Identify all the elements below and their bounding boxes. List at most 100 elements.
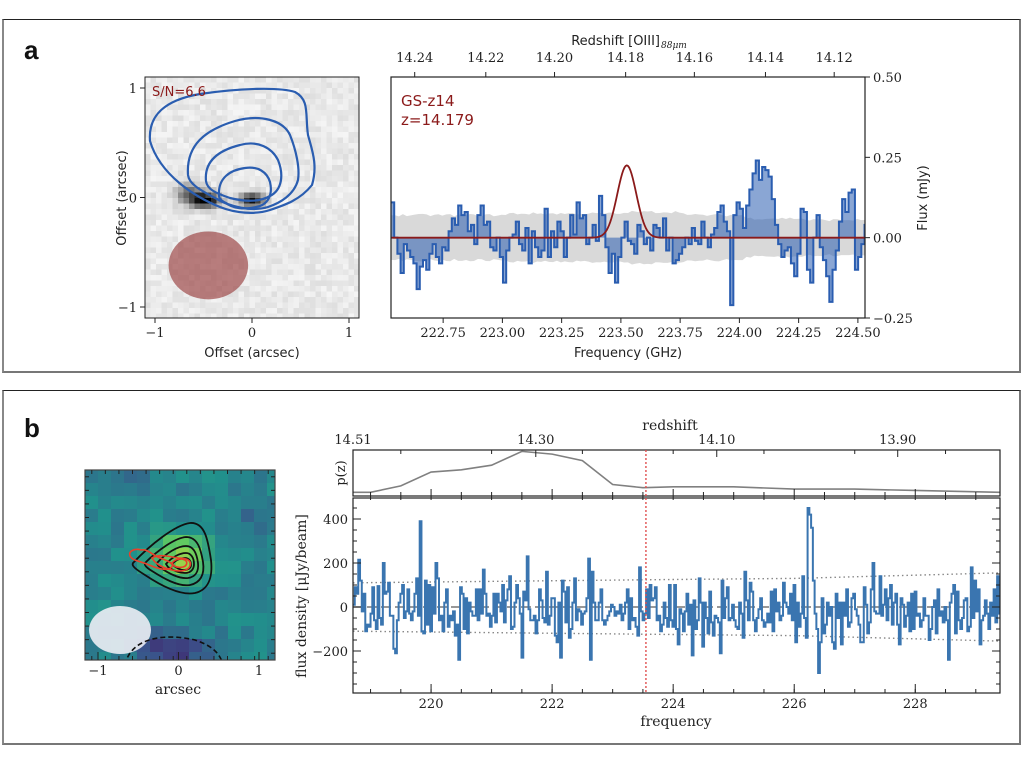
a-image-pixel: [337, 264, 344, 270]
a-image-pixel: [150, 110, 157, 116]
a-image-pixel: [321, 126, 327, 133]
a-image-pixel: [172, 242, 179, 248]
a-image-pixel: [271, 170, 278, 177]
a-image-pixel: [288, 93, 294, 100]
a-image-pixel: [227, 159, 234, 166]
b-image-pixel: [85, 522, 99, 536]
a-image-pixel: [288, 286, 294, 292]
a-image-pixel: [255, 231, 261, 237]
a-image-pixel: [167, 198, 173, 204]
b-image-pixel: [124, 496, 138, 510]
b-image-pixel: [150, 626, 164, 640]
a-image-pixel: [271, 209, 278, 215]
a-image-pixel: [337, 302, 344, 309]
a-image-pixel: [354, 231, 359, 237]
a-image-pixel: [282, 253, 289, 259]
a-image-pixel: [310, 137, 316, 144]
b-image-pixel: [241, 522, 255, 536]
a-image-pixel: [288, 258, 294, 265]
a-image-pixel: [150, 82, 157, 89]
a-image-pixel: [271, 302, 278, 309]
a-image-pixel: [277, 236, 283, 243]
b-image-pixel: [228, 600, 242, 614]
a-image-pixel: [271, 187, 278, 193]
a-image-pixel: [183, 176, 190, 182]
a-image-pixel: [348, 220, 355, 226]
a-image-pixel: [150, 77, 157, 83]
a-image-pixel: [293, 302, 300, 309]
a-image-pixel: [211, 209, 217, 215]
a-image-pixel: [189, 126, 195, 133]
a-image-pixel: [167, 88, 173, 94]
a-image-pixel: [266, 231, 272, 237]
a-image-pixel: [222, 126, 228, 133]
a-image-pixel: [222, 93, 228, 100]
a-image-pixel: [167, 176, 173, 182]
a-image-pixel: [145, 214, 151, 221]
a-image-pixel: [194, 154, 201, 160]
a-image-pixel: [260, 192, 267, 199]
a-image-pixel: [189, 176, 195, 182]
b-image-pixel: [202, 652, 216, 660]
a-image-pixel: [304, 258, 311, 265]
a-image-pixel: [156, 269, 162, 276]
a-image-pixel: [260, 280, 267, 287]
a-image-pixel: [216, 121, 223, 127]
a-image-pixel: [150, 308, 157, 314]
a-image-pixel: [348, 181, 355, 188]
a-image-pixel: [354, 154, 359, 160]
a-image-pixel: [337, 253, 344, 259]
a-image-pixel: [156, 121, 162, 127]
a-image-pixel: [200, 159, 206, 166]
b-image-pixel: [111, 535, 125, 549]
a-image-pixel: [299, 198, 305, 204]
a-image-pixel: [266, 148, 272, 155]
a-image-pixel: [337, 126, 344, 133]
a-image-pixel: [183, 132, 190, 138]
b-image-pixel: [267, 496, 275, 510]
b-image-pixel: [215, 522, 229, 536]
a-image-pixel: [145, 176, 151, 182]
a-image-pixel: [244, 253, 250, 259]
a-image-pixel: [343, 170, 349, 177]
a-image-pixel: [222, 143, 228, 149]
a-image-pixel: [293, 192, 300, 199]
a-image-pixel: [233, 104, 239, 111]
a-image-pixel: [326, 242, 333, 248]
b-image-pixel: [241, 587, 255, 601]
b-image-pixel: [137, 652, 151, 660]
b-image-pixel: [189, 600, 203, 614]
a-image-pixel: [249, 104, 256, 111]
a-image-pixel: [337, 99, 344, 105]
a-image-pixel: [150, 137, 157, 144]
b-image-pixel: [176, 470, 190, 484]
a-image-pixel: [161, 236, 168, 243]
a-image-pixel: [200, 308, 206, 314]
a-image-pixel: [299, 242, 305, 248]
a-image-pixel: [321, 198, 327, 204]
a-image-pixel: [310, 110, 316, 116]
a-image-pixel: [299, 214, 305, 221]
a-image-pixel: [315, 225, 322, 232]
a-image-pixel: [183, 170, 190, 177]
a-image-pixel: [348, 104, 355, 111]
a-image-pixel: [266, 121, 272, 127]
a-image-pixel: [150, 181, 157, 188]
a-image-pixel: [332, 231, 338, 237]
b-image-pixel: [150, 522, 164, 536]
a-image-pixel: [183, 231, 190, 237]
a-image-pixel: [315, 126, 322, 133]
a-image-pixel: [150, 126, 157, 133]
a-image-pixel: [354, 159, 359, 166]
b-image-pixel: [228, 561, 242, 575]
a-image-pixel: [282, 209, 289, 215]
a-image-pixel: [315, 121, 322, 127]
a-image-pixel: [161, 203, 168, 210]
a-image-pixel: [249, 170, 256, 177]
a-image-pixel: [194, 308, 201, 314]
a-image-pixel: [260, 220, 267, 226]
a-image-pixel: [167, 154, 173, 160]
a-image-pixel: [310, 198, 316, 204]
a-image-pixel: [321, 115, 327, 122]
a-image-pixel: [260, 286, 267, 292]
